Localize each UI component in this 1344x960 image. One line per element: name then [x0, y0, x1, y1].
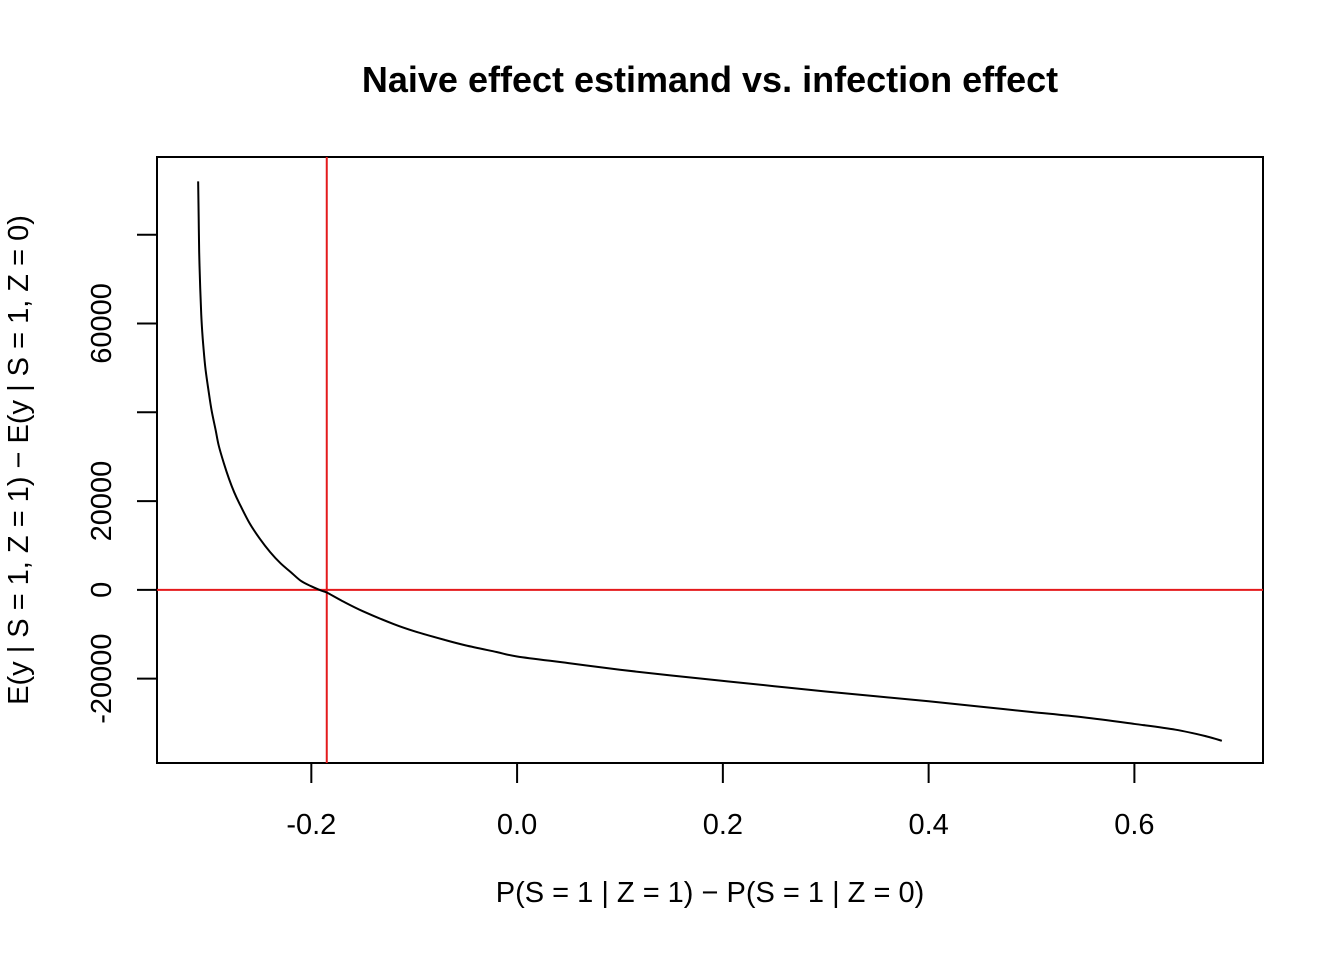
- y-tick-label: 60000: [86, 283, 118, 364]
- x-tick-label: 0.4: [908, 809, 948, 841]
- x-tick-label: 0.2: [703, 809, 743, 841]
- x-axis-label: P(S = 1 | Z = 1) − P(S = 1 | Z = 0): [496, 877, 925, 909]
- plot-frame: [156, 156, 1264, 764]
- y-tick-label: 0: [86, 582, 118, 598]
- chart-title: Naive effect estimand vs. infection effe…: [362, 59, 1058, 100]
- y-tick-label: 20000: [86, 461, 118, 542]
- y-axis: -20000 0 20000 60000: [86, 233, 157, 724]
- x-tick-label: -0.2: [286, 809, 336, 841]
- y-tick-label: -20000: [86, 633, 118, 723]
- series-line: [197, 181, 1223, 742]
- x-axis: -0.2 0.0 0.2 0.4 0.6: [286, 763, 1155, 841]
- x-tick-label: 0.6: [1114, 809, 1154, 841]
- y-axis-label: E(y | S = 1, Z = 1) − E(y | S = 1, Z = 0…: [3, 215, 35, 705]
- series-layer: [197, 181, 1223, 742]
- x-tick-label: 0.0: [497, 809, 537, 841]
- reference-lines: [157, 157, 1263, 763]
